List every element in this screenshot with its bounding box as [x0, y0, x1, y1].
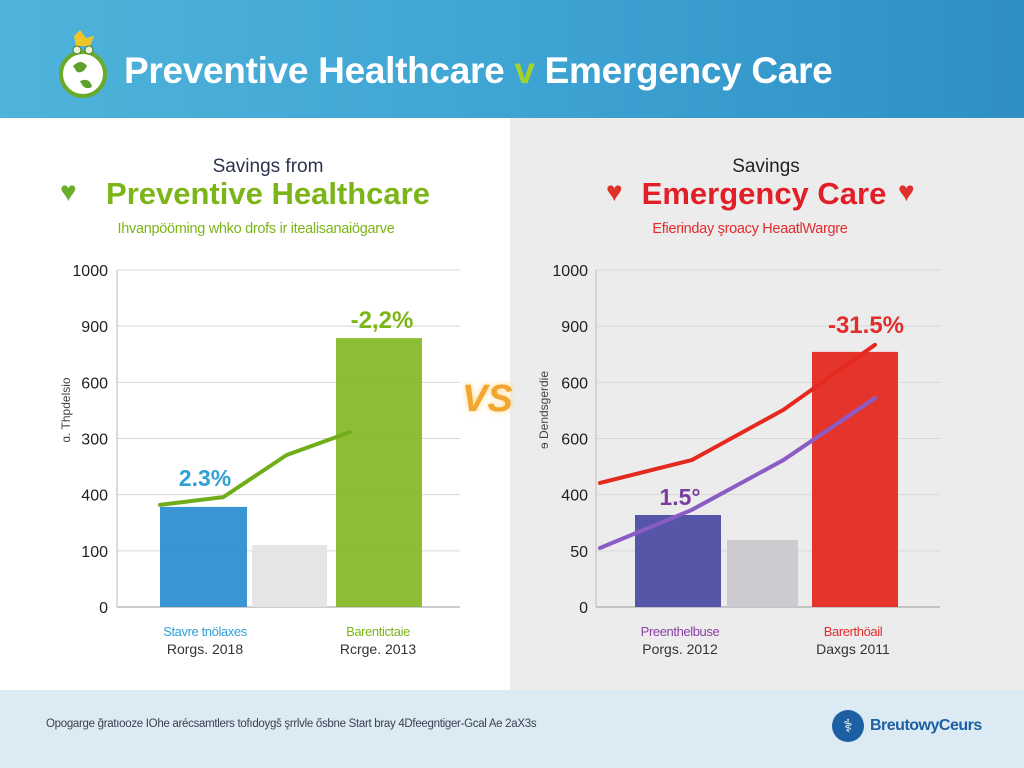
- right-kicker: Savings: [732, 156, 800, 177]
- green-heart-icon: ♥: [60, 176, 77, 207]
- vs-badge: VS: [462, 378, 513, 420]
- right-subtitle: Efierinday şroacy HeaatlWargre: [652, 221, 848, 237]
- red-heart-icon: ♥: [898, 176, 915, 207]
- brand-logo: ⚕ BreutowyCeurs: [832, 710, 982, 742]
- left-kicker: Savings from: [212, 156, 324, 177]
- header-banner: Preventive Healthcare v Emergency Care: [0, 0, 1024, 118]
- red-heart-icon: ♥: [606, 176, 623, 207]
- left-subtitle: Ihvanpööming whko drofs ir itealisanaiög…: [117, 221, 395, 237]
- globe-clock-icon: [59, 30, 107, 98]
- caduceus-icon: ⚕: [832, 710, 864, 742]
- right-headline: Emergency Care: [641, 176, 887, 211]
- footer-note: Opogarge ğratıooze IOhe arécsamtlers tof…: [46, 718, 537, 730]
- brand-name: BreutowyCeurs: [870, 717, 982, 734]
- left-headline: Preventive Healthcare: [106, 176, 430, 211]
- page-title: Preventive Healthcare v Emergency Care: [124, 50, 833, 91]
